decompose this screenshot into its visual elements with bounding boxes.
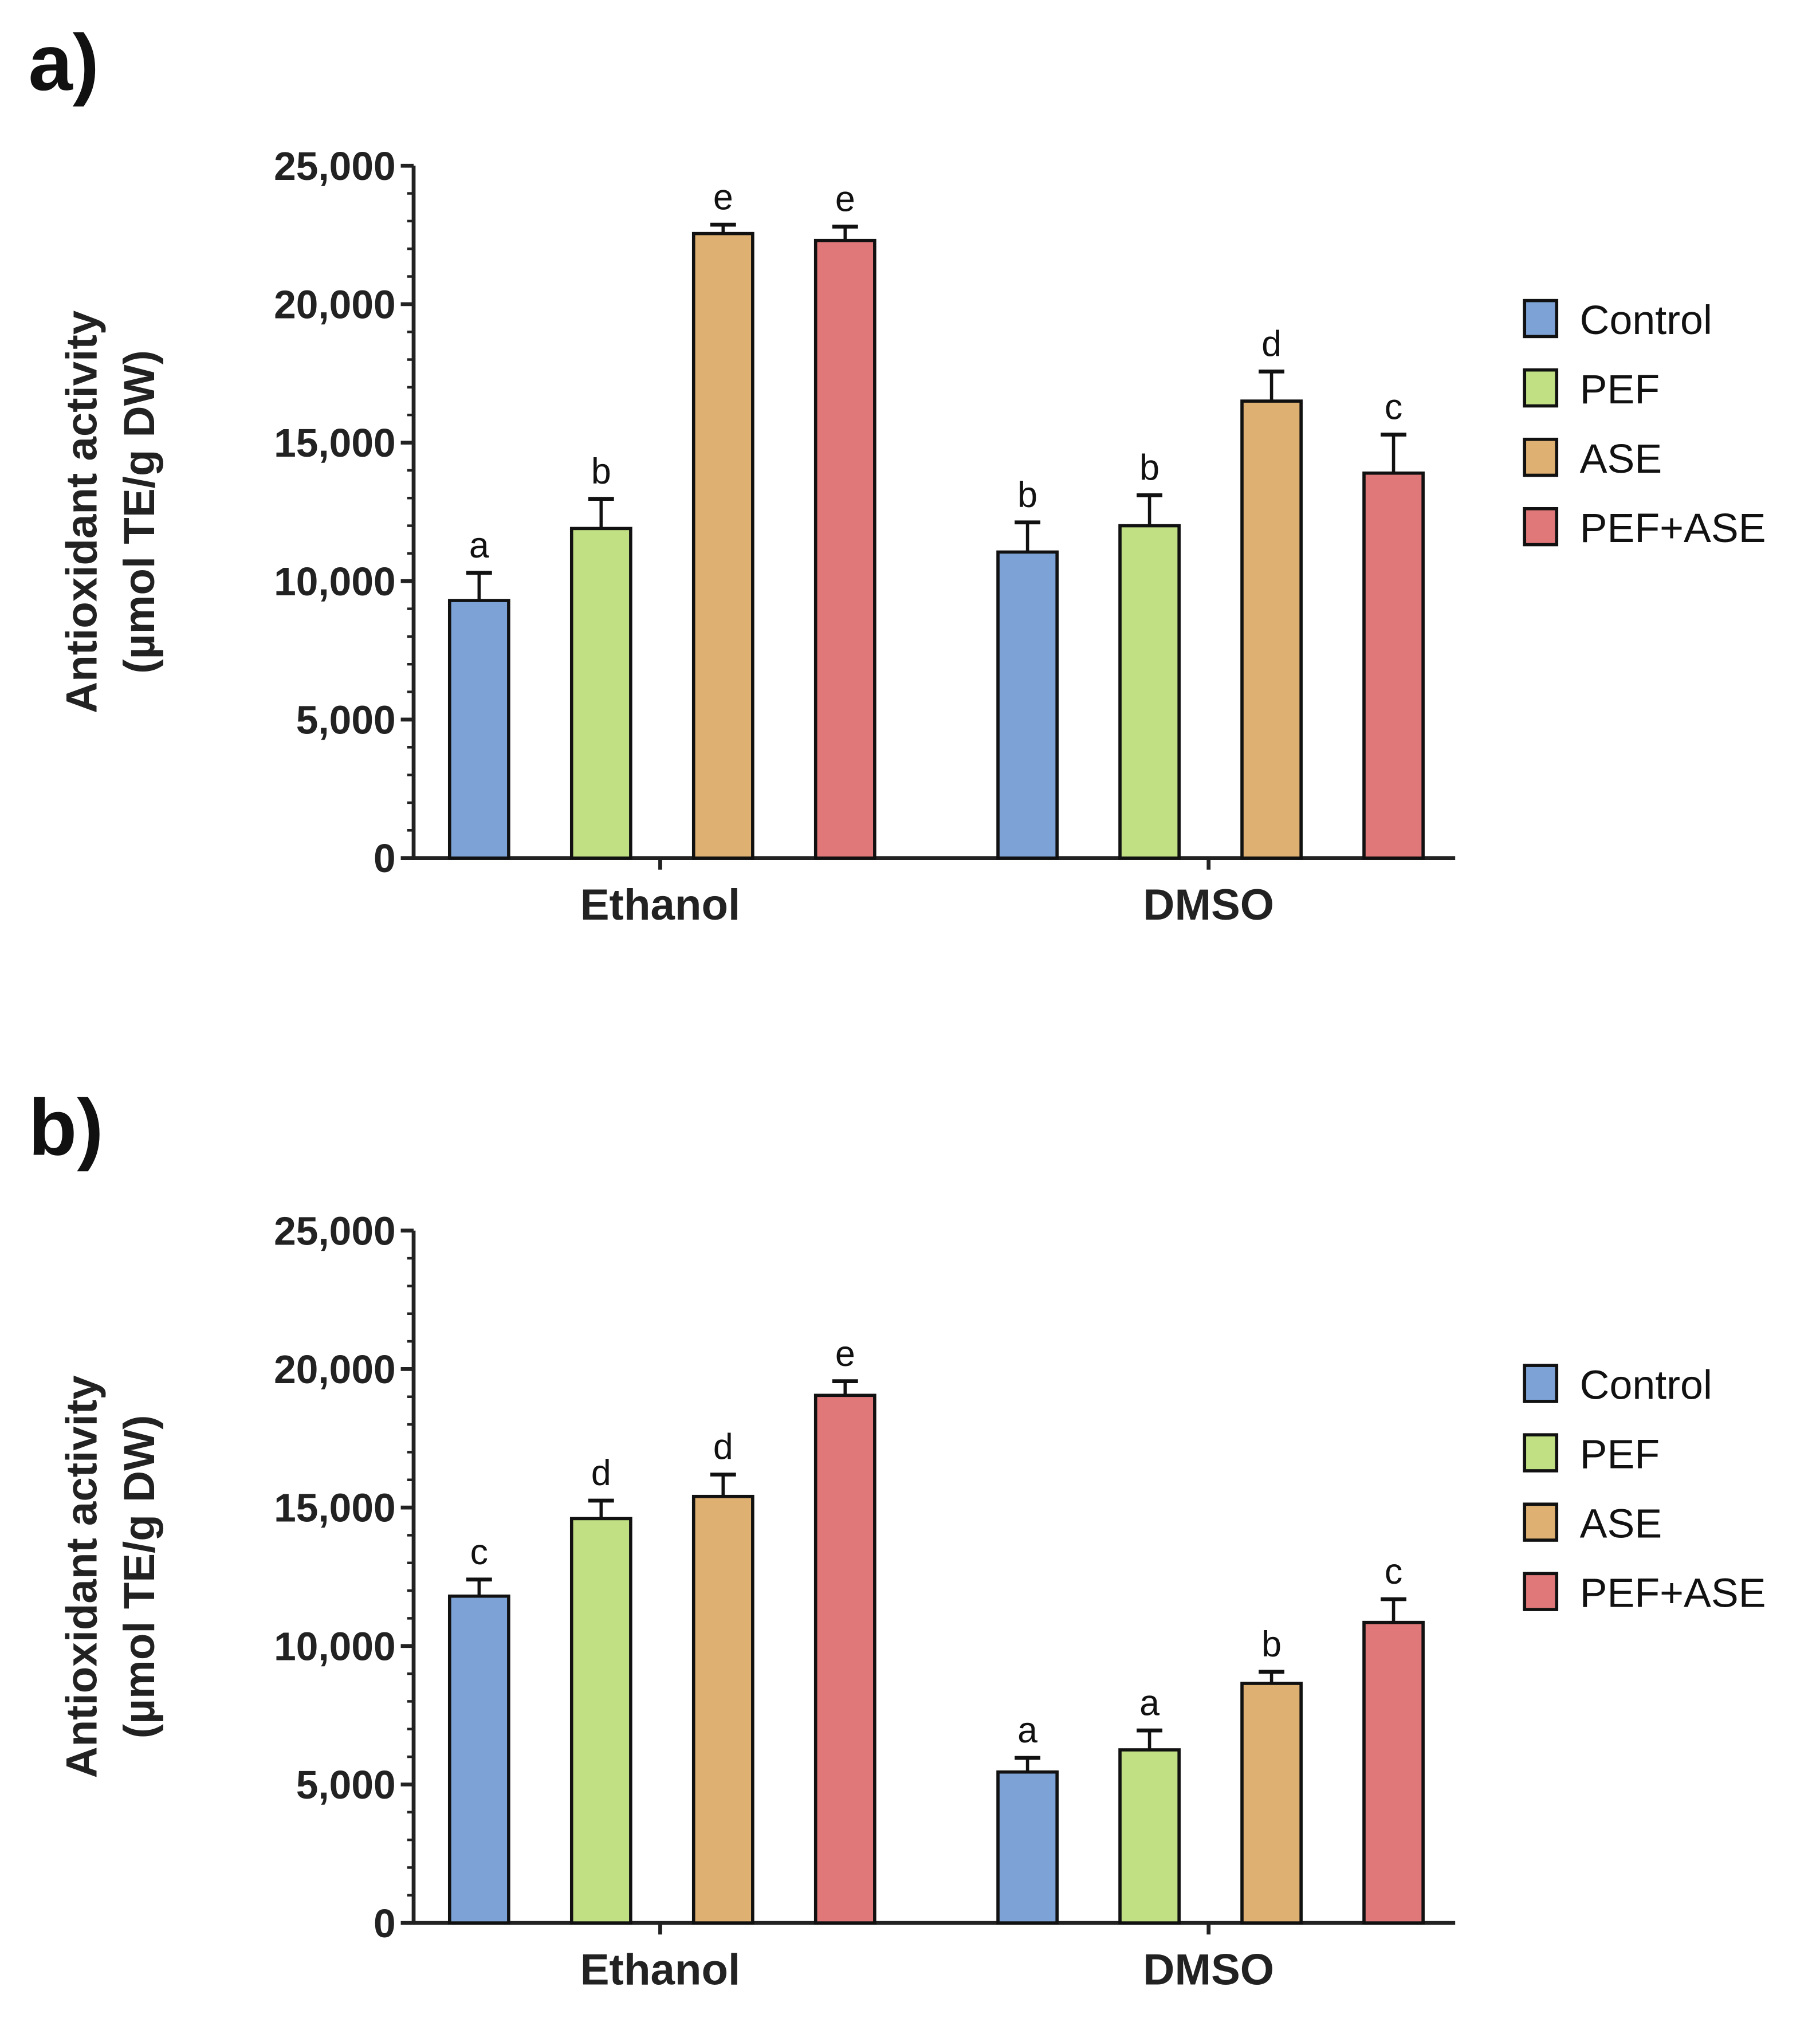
bar-pef-ase-dmso bbox=[1362, 471, 1425, 860]
legend-label: PEF bbox=[1580, 1431, 1660, 1477]
x-category-label: DMSO bbox=[1143, 881, 1274, 929]
bar-control-ethanol bbox=[447, 1594, 510, 1925]
legend-label: PEF+ASE bbox=[1580, 1571, 1766, 1616]
bar-pef-dmso bbox=[1118, 524, 1181, 860]
y-title-line1: Antioxidant activity bbox=[57, 1375, 106, 1778]
panel-label: a) bbox=[28, 18, 99, 107]
legend-swatch bbox=[1523, 1433, 1559, 1473]
x-category-label: DMSO bbox=[1143, 1946, 1274, 1995]
significance-letter: c bbox=[470, 1532, 488, 1572]
legend-swatch bbox=[1523, 507, 1559, 547]
legend-label: PEF+ASE bbox=[1580, 505, 1766, 551]
significance-letter: e bbox=[835, 179, 855, 219]
y-tick-label: 5,000 bbox=[296, 698, 396, 743]
chart-panel-b: b) Antioxidant activity (µmol TE/g DW) 0 5,0… bbox=[28, 1083, 1766, 1994]
bar-pef-dmso bbox=[1118, 1748, 1181, 1925]
significance-letter: e bbox=[713, 177, 733, 217]
y-axis-title: Antioxidant activity (µmol TE/g DW) bbox=[57, 311, 164, 713]
significance-letter: c bbox=[1385, 1552, 1402, 1592]
legend-label: Control bbox=[1580, 1362, 1712, 1408]
legend-label: PEF bbox=[1580, 367, 1660, 413]
y-title-line1: Antioxidant activity bbox=[57, 311, 106, 713]
bar-ase-ethanol bbox=[691, 231, 754, 860]
y-tick-label: 20,000 bbox=[274, 282, 396, 327]
significance-letter: b bbox=[591, 452, 611, 492]
y-tick-label: 15,000 bbox=[274, 421, 396, 465]
significance-letter: a bbox=[1139, 1683, 1159, 1723]
bar-control-dmso bbox=[996, 1770, 1059, 1925]
significance-letter: d bbox=[591, 1453, 611, 1493]
legend-swatch bbox=[1523, 299, 1559, 339]
y-tick-label: 0 bbox=[374, 1901, 396, 1946]
bar-ase-dmso bbox=[1240, 1682, 1303, 1925]
y-tick-label: 25,000 bbox=[274, 144, 396, 189]
legend-swatch bbox=[1523, 368, 1559, 408]
y-tick-label: 20,000 bbox=[274, 1347, 396, 1392]
significance-letter: b bbox=[1017, 475, 1037, 515]
legend-swatch bbox=[1523, 437, 1559, 477]
bar-control-ethanol bbox=[447, 599, 510, 860]
y-tick-label: 15,000 bbox=[274, 1486, 396, 1530]
bar-pef-ase-ethanol bbox=[813, 1393, 876, 1925]
x-category-label: Ethanol bbox=[580, 1946, 740, 1995]
legend-swatch bbox=[1523, 1502, 1559, 1542]
bar-pef-ase-dmso bbox=[1362, 1620, 1425, 1925]
legend-swatch bbox=[1523, 1364, 1559, 1403]
bar-pef-ethanol bbox=[569, 1517, 632, 1925]
y-tick-label: 25,000 bbox=[274, 1208, 396, 1253]
y-tick-label: 10,000 bbox=[274, 1624, 396, 1668]
bar-control-dmso bbox=[996, 550, 1059, 860]
y-axis-title: Antioxidant activity (µmol TE/g DW) bbox=[57, 1375, 164, 1778]
chart-panel-a: a) Antioxidant activity (µmol TE/g DW) 0 5,0… bbox=[28, 18, 1766, 929]
y-title-line2: (µmol TE/g DW) bbox=[115, 350, 164, 674]
significance-letter: b bbox=[1139, 447, 1159, 488]
significance-letter: a bbox=[469, 525, 489, 566]
significance-letter: d bbox=[1261, 324, 1282, 364]
bar-ase-ethanol bbox=[691, 1494, 754, 1925]
legend-swatch bbox=[1523, 1572, 1559, 1611]
legend-label: ASE bbox=[1580, 436, 1662, 482]
significance-letter: a bbox=[1017, 1710, 1037, 1750]
panel-label: b) bbox=[28, 1083, 103, 1172]
significance-letter: d bbox=[713, 1427, 733, 1467]
legend-label: ASE bbox=[1580, 1501, 1662, 1547]
significance-letter: b bbox=[1261, 1624, 1282, 1664]
significance-letter: c bbox=[1385, 387, 1402, 427]
y-tick-label: 5,000 bbox=[296, 1762, 396, 1807]
bar-pef-ethanol bbox=[569, 527, 632, 860]
y-title-line2: (µmol TE/g DW) bbox=[115, 1415, 164, 1739]
y-tick-label: 0 bbox=[374, 836, 396, 881]
bar-pef-ase-ethanol bbox=[813, 238, 876, 860]
x-category-label: Ethanol bbox=[580, 881, 740, 929]
significance-letter: e bbox=[835, 1334, 855, 1374]
y-tick-label: 10,000 bbox=[274, 559, 396, 604]
bar-ase-dmso bbox=[1240, 399, 1303, 860]
legend-label: Control bbox=[1580, 297, 1712, 343]
